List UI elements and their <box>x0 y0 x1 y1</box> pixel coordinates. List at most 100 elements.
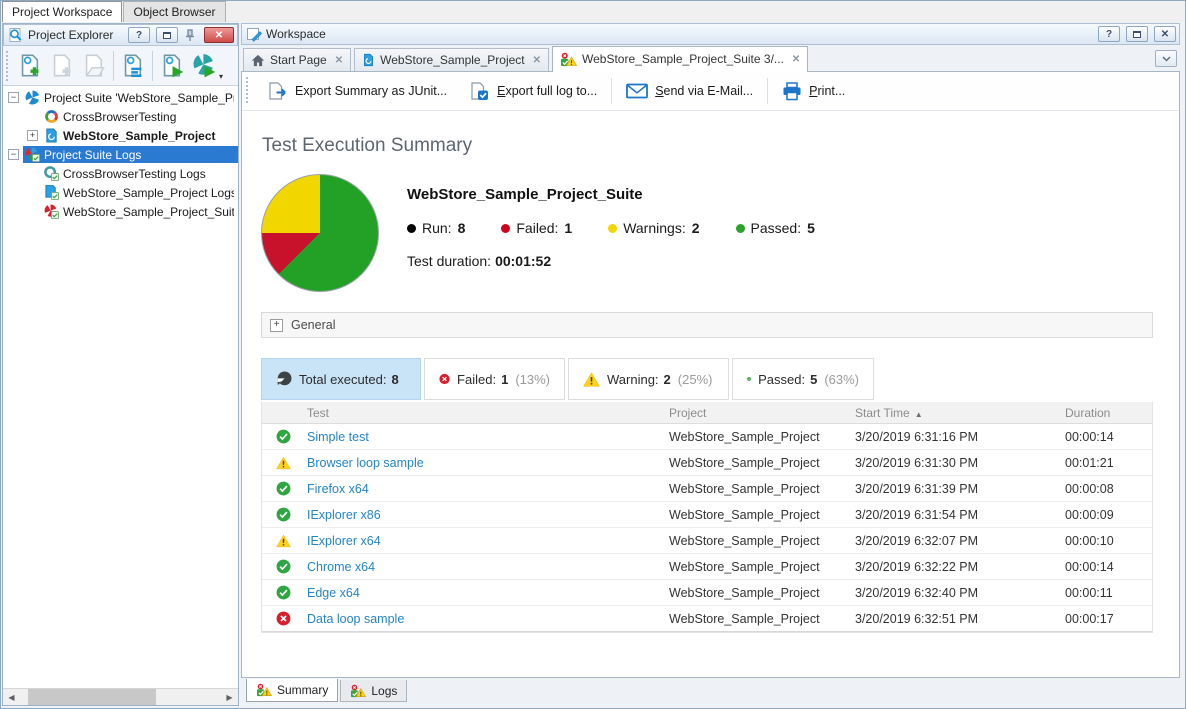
horizontal-scrollbar[interactable]: ◀ ▶ <box>3 688 238 705</box>
scroll-left-icon[interactable]: ◀ <box>8 692 15 702</box>
tab-project-workspace[interactable]: Project Workspace <box>2 1 123 22</box>
test-name-link[interactable]: Browser loop sample <box>307 455 424 470</box>
tree-item-webstore-logs[interactable]: WebStore_Sample_Project Logs <box>3 183 238 202</box>
tree-item-project-suite-logs[interactable]: − Project Suite Logs <box>3 145 238 164</box>
column-duration[interactable]: Duration <box>1065 405 1111 420</box>
project-explorer-title: Project Explorer <box>28 28 114 42</box>
tab-object-browser-label: Object Browser <box>133 5 216 19</box>
run-project-suite-icon <box>193 54 215 78</box>
expand-icon[interactable]: + <box>27 130 38 141</box>
help-button[interactable]: ? <box>128 27 150 43</box>
button-label: Print... <box>809 84 846 98</box>
test-log-row[interactable]: IExplorer x86 WebStore_Sample_Project 3/… <box>262 502 1152 528</box>
column-start-time[interactable]: Start Time ▲ <box>855 405 923 420</box>
tab-logs[interactable]: Logs <box>340 680 408 702</box>
tab-label: Start Page <box>270 53 327 67</box>
workspace-client: Export Summary as JUnit... Export full l… <box>241 72 1180 678</box>
send-email-button[interactable]: Send via E-Mail... <box>618 79 761 103</box>
test-log-row[interactable]: Firefox x64 WebStore_Sample_Project 3/20… <box>262 476 1152 502</box>
filter-tab-passed[interactable]: Passed: 5 (63%) <box>732 358 874 400</box>
restore-button[interactable] <box>1126 26 1148 42</box>
start-time-cell: 3/20/2019 6:31:54 PM <box>855 507 979 522</box>
tab-object-browser[interactable]: Object Browser <box>123 1 226 22</box>
tab-suite-log[interactable]: WebStore_Sample_Project_Suite 3/... ✕ <box>552 46 809 72</box>
project-explorer-icon <box>8 27 24 43</box>
toolbar-grip[interactable] <box>6 50 10 81</box>
test-name-link[interactable]: Data loop sample <box>307 611 405 626</box>
scroll-right-icon[interactable]: ▶ <box>226 692 233 702</box>
test-name-link[interactable]: Simple test <box>307 429 369 444</box>
run-dropdown-caret-icon[interactable]: ▾ <box>219 72 224 81</box>
chevron-down-icon <box>1162 56 1170 61</box>
add-item-button <box>47 50 77 82</box>
duration-cell: 00:00:14 <box>1065 429 1114 444</box>
result-filter-tabs: Total executed: 8 Failed: 1 (13%) Warning: 2… <box>261 358 1153 400</box>
close-button[interactable]: ✕ <box>1154 26 1176 42</box>
project-cell: WebStore_Sample_Project <box>669 481 820 496</box>
tree-item-crossbrowser-logs[interactable]: CrossBrowserTesting Logs <box>3 164 238 183</box>
tab-list-dropdown[interactable] <box>1155 50 1177 67</box>
tree-item-crossbrowsertesting[interactable]: CrossBrowserTesting <box>3 107 238 126</box>
collapse-icon[interactable]: − <box>8 92 19 103</box>
test-log-row[interactable]: Data loop sample WebStore_Sample_Project… <box>262 606 1152 632</box>
tab-summary[interactable]: Summary <box>246 679 339 702</box>
close-tab-icon[interactable]: ✕ <box>791 53 801 65</box>
expand-icon[interactable]: + <box>270 318 283 332</box>
home-icon <box>251 54 265 66</box>
collapse-icon[interactable]: − <box>8 149 19 160</box>
button-label: Export Summary as JUnit... <box>295 84 448 98</box>
tab-webstore-project[interactable]: WebStore_Sample_Project ✕ <box>354 48 550 71</box>
filter-tab-total[interactable]: Total executed: 8 <box>261 358 421 400</box>
run-project-suite-button[interactable] <box>189 50 219 82</box>
pin-icon[interactable] <box>182 28 198 42</box>
test-log-row[interactable]: Simple test WebStore_Sample_Project 3/20… <box>262 424 1152 450</box>
scrollbar-thumb[interactable] <box>28 689 156 705</box>
table-header: Test Project Start Time ▲ Duration <box>262 402 1152 424</box>
close-tab-icon[interactable]: ✕ <box>334 54 344 66</box>
passed-bullet-icon <box>735 223 745 233</box>
test-log-row[interactable]: Edge x64 WebStore_Sample_Project 3/20/20… <box>262 580 1152 606</box>
print-button[interactable]: Print... <box>774 78 853 105</box>
tab-label: Logs <box>371 683 398 698</box>
test-log-row[interactable]: Browser loop sample WebStore_Sample_Proj… <box>262 450 1152 476</box>
test-log-row[interactable]: Chrome x64 WebStore_Sample_Project 3/20/… <box>262 554 1152 580</box>
open-item-icon <box>84 54 105 77</box>
tree-item-suite-run-log[interactable]: WebStore_Sample_Project_Suite 3/2 <box>3 202 238 221</box>
add-project-button[interactable] <box>15 50 45 82</box>
restore-button[interactable] <box>156 27 178 43</box>
test-name-link[interactable]: Edge x64 <box>307 585 360 600</box>
filter-tab-failed[interactable]: Failed: 1 (13%) <box>424 358 565 400</box>
toolbar-grip[interactable] <box>246 77 250 105</box>
close-tab-icon[interactable]: ✕ <box>532 54 542 66</box>
test-log-row[interactable]: IExplorer x64 WebStore_Sample_Project 3/… <box>262 528 1152 554</box>
start-time-cell: 3/20/2019 6:32:51 PM <box>855 611 979 626</box>
filter-tab-warning[interactable]: Warning: 2 (25%) <box>568 358 729 400</box>
test-results-table: Test Project Start Time ▲ Duration Simple… <box>261 402 1153 633</box>
general-section-header[interactable]: + General <box>261 312 1153 338</box>
suite-name: WebStore_Sample_Project_Suite <box>407 186 643 203</box>
workspace-title: Workspace <box>266 27 326 41</box>
duration-cell: 00:00:10 <box>1065 533 1114 548</box>
column-test[interactable]: Test <box>307 405 330 420</box>
tree-item-webstore-project[interactable]: + WebStore_Sample_Project <box>3 126 238 145</box>
column-project[interactable]: Project <box>669 405 707 420</box>
run-project-button[interactable] <box>157 50 187 82</box>
export-junit-button[interactable]: Export Summary as JUnit... <box>259 78 455 105</box>
tab-start-page[interactable]: Start Page ✕ <box>243 48 352 71</box>
warning-icon <box>262 534 307 548</box>
organize-items-button[interactable] <box>118 50 148 82</box>
export-full-log-button[interactable]: Export full log to... <box>461 78 605 105</box>
scrollbar-track[interactable] <box>20 689 221 705</box>
start-time-cell: 3/20/2019 6:31:39 PM <box>855 481 979 496</box>
test-name-link[interactable]: Firefox x64 <box>307 481 369 496</box>
tree-item-project-suite[interactable]: − Project Suite 'WebStore_Sample_Project <box>3 88 238 107</box>
tree-item-label: WebStore_Sample_Project_Suite 3/2 <box>63 204 234 219</box>
close-button[interactable]: ✕ <box>204 27 234 43</box>
passed-icon <box>262 481 307 496</box>
help-button[interactable]: ? <box>1098 26 1120 42</box>
test-name-link[interactable]: IExplorer x86 <box>307 507 381 522</box>
test-name-link[interactable]: Chrome x64 <box>307 559 376 574</box>
warning-icon <box>583 371 600 386</box>
general-section-label: General <box>291 318 336 332</box>
test-name-link[interactable]: IExplorer x64 <box>307 533 381 548</box>
